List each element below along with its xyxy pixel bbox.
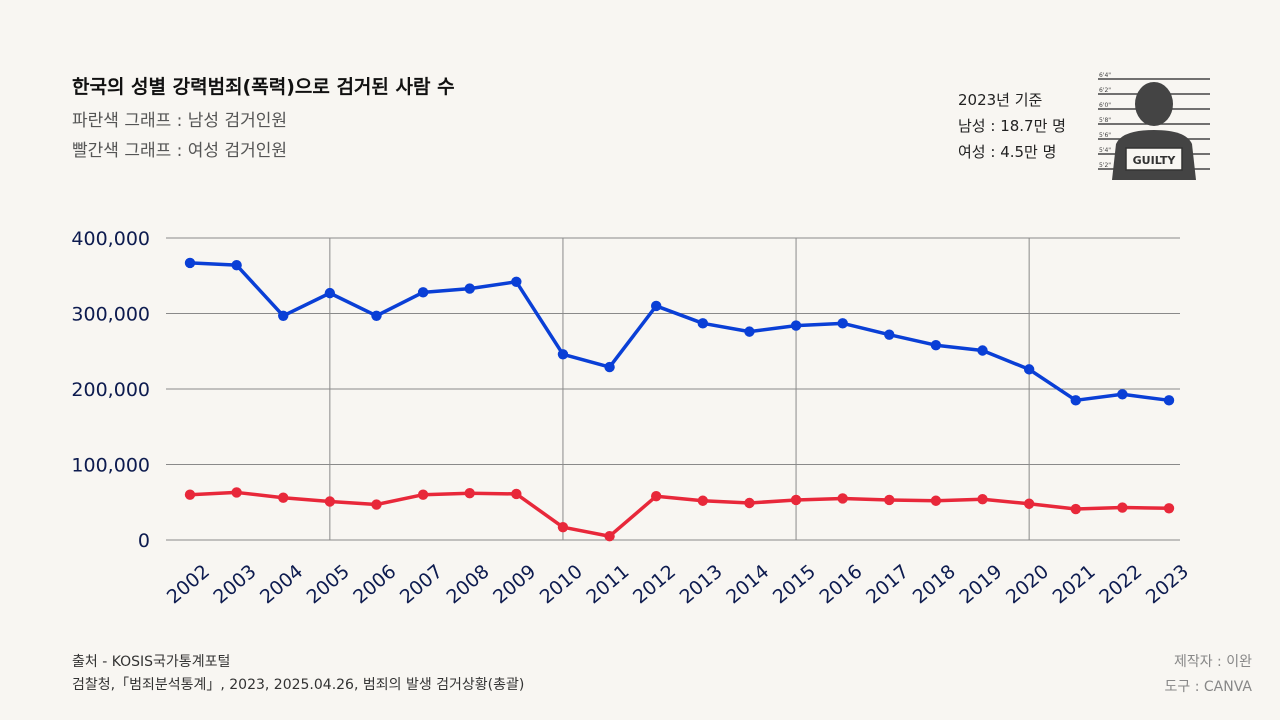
data-point-female xyxy=(744,497,755,509)
data-point-female xyxy=(930,495,942,506)
data-point-female xyxy=(324,496,336,507)
data-point-female xyxy=(417,489,429,500)
data-point-female xyxy=(557,521,569,533)
data-point-male xyxy=(744,326,755,337)
data-point-female xyxy=(231,487,242,498)
source: 출처 - KOSIS국가통계포털 xyxy=(72,654,231,670)
x-tick-label: 2010 xyxy=(536,560,587,608)
x-tick-label: 2007 xyxy=(396,560,447,608)
guilty-board xyxy=(1125,147,1183,171)
note-male: 남성 : 18.7만 명 xyxy=(958,117,1066,135)
mugshot-icon: 6'4" 6'2" 6'0" 5'8" 5'6" 5'4" 5'2" GUILT… xyxy=(1098,72,1210,180)
data-point-male xyxy=(371,310,382,321)
data-point-male xyxy=(977,345,988,356)
x-tick-label: 2002 xyxy=(163,560,214,608)
data-point-female xyxy=(371,499,382,510)
x-tick-label: 2016 xyxy=(815,560,866,608)
x-tick-label: 2014 xyxy=(722,560,773,608)
x-axis: 2002200320042005200620072008200920102011… xyxy=(163,560,1193,608)
data-point-female xyxy=(184,489,196,500)
data-point-male xyxy=(184,257,196,269)
data-point-male xyxy=(1163,395,1175,406)
data-point-male xyxy=(790,320,802,331)
data-point-male xyxy=(837,318,848,329)
guilty-text: GUILTY xyxy=(1133,154,1177,167)
x-tick-label: 2006 xyxy=(349,560,400,608)
x-tick-label: 2023 xyxy=(1142,560,1193,608)
y-tick-label: 300,000 xyxy=(71,304,150,326)
x-tick-label: 2022 xyxy=(1095,560,1146,608)
author: 제작자 : 이완 xyxy=(1173,654,1252,670)
series xyxy=(184,257,1175,542)
x-tick-label: 2011 xyxy=(582,560,633,608)
data-point-male xyxy=(930,340,942,351)
data-point-male xyxy=(278,310,289,321)
height-mark: 6'0" xyxy=(1099,102,1111,109)
data-point-female xyxy=(1117,502,1128,513)
data-point-female xyxy=(697,495,709,506)
data-point-male xyxy=(1023,364,1035,375)
data-point-male xyxy=(324,287,336,299)
data-point-female xyxy=(884,494,895,506)
data-point-female xyxy=(278,492,289,503)
y-tick-label: 0 xyxy=(138,530,150,552)
note-female: 여성 : 4.5만 명 xyxy=(958,143,1057,161)
height-mark: 5'4" xyxy=(1099,147,1111,154)
x-tick-label: 2018 xyxy=(909,560,960,608)
data-point-male xyxy=(511,276,522,287)
x-tick-label: 2013 xyxy=(676,560,727,608)
data-point-male xyxy=(697,318,709,329)
height-mark: 5'8" xyxy=(1099,117,1111,124)
data-point-female xyxy=(1163,503,1175,514)
y-tick-label: 200,000 xyxy=(71,379,150,401)
data-point-female xyxy=(1070,503,1081,515)
data-point-female xyxy=(977,494,988,505)
x-tick-label: 2003 xyxy=(209,560,260,608)
data-point-male xyxy=(464,283,475,294)
chart-title: 한국의 성별 강력범죄(폭력)으로 검거된 사람 수 xyxy=(72,76,455,98)
tool: 도구 : CANVA xyxy=(1164,679,1252,695)
height-mark: 6'4" xyxy=(1099,72,1111,79)
data-point-male xyxy=(650,300,662,312)
data-point-male xyxy=(884,329,895,340)
x-tick-label: 2019 xyxy=(955,560,1006,608)
height-mark: 5'2" xyxy=(1099,162,1111,169)
data-point-female xyxy=(604,531,615,542)
height-mark: 6'2" xyxy=(1099,87,1111,94)
data-point-male xyxy=(1117,389,1128,400)
series-line-male xyxy=(189,261,1170,403)
x-tick-label: 2015 xyxy=(769,560,820,608)
data-point-female xyxy=(1023,498,1035,509)
note-base-year: 2023년 기준 xyxy=(958,91,1043,109)
x-tick-label: 2020 xyxy=(1002,560,1053,608)
x-tick-label: 2009 xyxy=(489,560,540,608)
data-point-female xyxy=(511,488,522,500)
data-point-female xyxy=(837,493,848,504)
x-tick-label: 2017 xyxy=(862,560,913,608)
x-tick-label: 2008 xyxy=(442,560,493,608)
y-tick-label: 400,000 xyxy=(71,228,150,250)
subtitle-male: 파란색 그래프 : 남성 검거인원 xyxy=(72,111,288,131)
x-tick-label: 2012 xyxy=(629,560,680,608)
data-point-male xyxy=(557,349,569,360)
x-tick-label: 2004 xyxy=(256,560,307,608)
data-point-male xyxy=(604,361,615,373)
y-tick-label: 100,000 xyxy=(71,455,150,477)
x-tick-label: 2021 xyxy=(1049,560,1100,608)
height-mark: 5'6" xyxy=(1099,132,1111,139)
grid xyxy=(166,237,1180,541)
x-tick-label: 2005 xyxy=(303,560,354,608)
suspect-head xyxy=(1135,82,1173,126)
citation: 검찰청,「범죄분석통계」, 2023, 2025.04.26, 범죄의 발생 검… xyxy=(72,677,525,693)
data-point-female xyxy=(650,491,662,502)
series-line-female xyxy=(189,490,1170,538)
data-point-female xyxy=(464,487,475,499)
y-axis: 0 100,000 200,000 300,000 400,000 xyxy=(71,228,150,552)
data-point-male xyxy=(417,287,429,298)
data-point-female xyxy=(790,494,802,506)
data-point-male xyxy=(1070,395,1081,406)
subtitle-female: 빨간색 그래프 : 여성 검거인원 xyxy=(72,141,288,161)
data-point-male xyxy=(231,259,242,271)
